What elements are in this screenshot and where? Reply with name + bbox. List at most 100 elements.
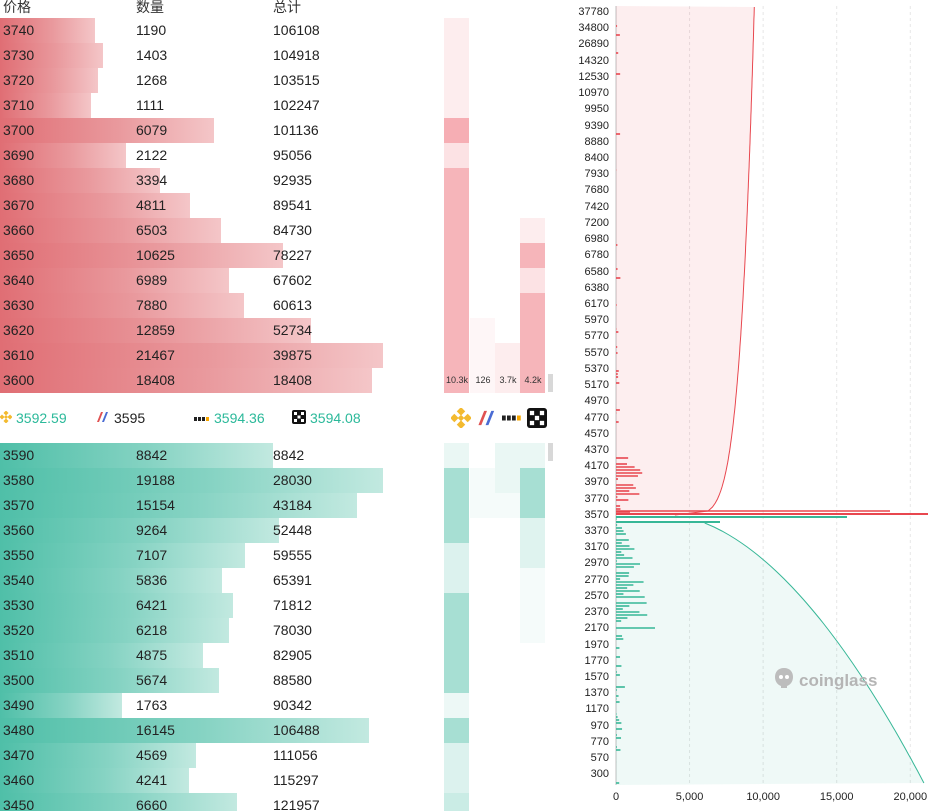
- bid-exchange-share: [444, 643, 469, 668]
- bid-depth-bar: [0, 618, 229, 643]
- y-tick-label: 5170: [584, 379, 609, 392]
- bid-qty: 6218: [136, 622, 168, 638]
- ask-qty: 3394: [136, 172, 168, 188]
- bid-exchange-share: [520, 618, 545, 643]
- ask-row[interactable]: 3620 12859 52734: [0, 318, 555, 343]
- bid-exchange-share: [444, 718, 469, 743]
- bitmex-total: 126: [475, 375, 491, 385]
- ask-row[interactable]: 3630 7880 60613: [0, 293, 555, 318]
- ask-row[interactable]: 3600 18408 18408: [0, 368, 555, 393]
- bybit-icon: [194, 410, 210, 426]
- bid-row[interactable]: 3470 4569 111056: [0, 743, 555, 768]
- bid-exchange-share: [444, 693, 469, 718]
- ask-price: 3640: [3, 272, 35, 288]
- bid-qty: 1763: [136, 697, 168, 713]
- bid-qty: 9264: [136, 522, 168, 538]
- y-tick-label: 6170: [584, 297, 609, 310]
- ticker-okx: 3594.08: [292, 404, 361, 432]
- okx-column-icon[interactable]: [527, 408, 547, 428]
- y-tick-label: 4370: [584, 443, 609, 456]
- order-book: 价格 数量 总计 3740 1190 106108 3730 1403 104918 372…: [0, 0, 555, 811]
- bid-row[interactable]: 3580 19188 28030: [0, 468, 555, 493]
- ask-total: 95056: [273, 147, 312, 163]
- bid-depth-bar: [0, 768, 189, 793]
- y-tick-label: 8880: [584, 135, 609, 148]
- y-tick-label: 1770: [584, 654, 609, 667]
- bitmex-column-icon[interactable]: [477, 408, 497, 428]
- ask-row[interactable]: 3710 1111 102247: [0, 93, 555, 118]
- bid-price: 3530: [3, 597, 35, 613]
- okx-price: 3594.08: [310, 410, 361, 426]
- bid-exchange-share: [444, 668, 469, 693]
- coinglass-logo-icon: [774, 667, 794, 694]
- y-tick-label: 14320: [578, 54, 609, 67]
- ask-row[interactable]: 3700 6079 101136: [0, 118, 555, 143]
- bid-row[interactable]: 3450 6660 121957: [0, 793, 555, 811]
- bid-total: 59555: [273, 547, 312, 563]
- ask-exchange-share: [520, 268, 545, 293]
- ask-qty: 1190: [136, 22, 167, 38]
- bid-price: 3510: [3, 647, 35, 663]
- ask-row[interactable]: 3640 6989 67602: [0, 268, 555, 293]
- bid-total: 28030: [273, 472, 312, 488]
- bid-qty: 15154: [136, 497, 175, 513]
- bid-row[interactable]: 3510 4875 82905: [0, 643, 555, 668]
- ask-depth-bar: [0, 93, 91, 118]
- bid-row[interactable]: 3480 16145 106488: [0, 718, 555, 743]
- bid-row[interactable]: 3550 7107 59555: [0, 543, 555, 568]
- ask-exchange-share: [520, 218, 545, 243]
- x-tick-label: 10,000: [746, 791, 780, 803]
- ask-depth-bar: [0, 218, 221, 243]
- bid-row[interactable]: 3530 6421 71812: [0, 593, 555, 618]
- ask-depth-line: [674, 6, 755, 516]
- y-tick-label: 7200: [584, 216, 609, 229]
- ask-exchange-share: [444, 143, 469, 168]
- ask-price: 3660: [3, 222, 35, 238]
- ask-row[interactable]: 3730 1403 104918: [0, 43, 555, 68]
- bid-price: 3500: [3, 672, 35, 688]
- bid-price: 3550: [3, 547, 35, 563]
- bid-row[interactable]: 3590 8842 8842: [0, 443, 555, 468]
- ask-scrollbar[interactable]: [548, 374, 553, 392]
- ask-row[interactable]: 3690 2122 95056: [0, 143, 555, 168]
- binance-column-icon[interactable]: [450, 407, 472, 429]
- bid-row[interactable]: 3460 4241 115297: [0, 768, 555, 793]
- bid-scrollbar[interactable]: [548, 443, 553, 461]
- ask-price: 3600: [3, 372, 35, 388]
- ask-exchange-share: [444, 118, 469, 143]
- ask-row[interactable]: 3720 1268 103515: [0, 68, 555, 93]
- ask-depth-bar: [0, 243, 283, 268]
- bid-row[interactable]: 3500 5674 88580: [0, 668, 555, 693]
- ask-total: 84730: [273, 222, 312, 238]
- ask-row[interactable]: 3670 4811 89541: [0, 193, 555, 218]
- bid-qty: 6660: [136, 797, 168, 811]
- bid-depth-bar: [0, 443, 273, 468]
- bid-row[interactable]: 3560 9264 52448: [0, 518, 555, 543]
- bid-exchange-share: [520, 568, 545, 593]
- bybit-column-icon[interactable]: [502, 408, 522, 428]
- ask-row[interactable]: 3740 1190 106108: [0, 18, 555, 43]
- ask-exchange-share: [470, 343, 495, 368]
- y-tick-label: 7930: [584, 168, 609, 181]
- bid-row[interactable]: 3490 1763 90342: [0, 693, 555, 718]
- y-tick-label: 970: [590, 719, 609, 732]
- bid-row[interactable]: 3520 6218 78030: [0, 618, 555, 643]
- y-tick-label: 26890: [578, 38, 609, 51]
- y-tick-label: 7680: [584, 184, 609, 197]
- bid-row[interactable]: 3540 5836 65391: [0, 568, 555, 593]
- ask-exchange-share: [444, 243, 469, 268]
- ask-depth-bar: [0, 343, 383, 368]
- ask-row[interactable]: 3650 10625 78227: [0, 243, 555, 268]
- bid-row[interactable]: 3570 15154 43184: [0, 493, 555, 518]
- ask-depth-bar: [0, 168, 160, 193]
- ask-depth-area: [616, 6, 755, 515]
- y-tick-label: 37780: [578, 6, 609, 18]
- bid-depth-bar: [0, 568, 222, 593]
- ask-qty: 6503: [136, 222, 168, 238]
- ask-row[interactable]: 3610 21467 39875: [0, 343, 555, 368]
- ask-row[interactable]: 3680 3394 92935: [0, 168, 555, 193]
- bid-exchange-share: [520, 518, 545, 543]
- ask-row[interactable]: 3660 6503 84730: [0, 218, 555, 243]
- okx-icon: [292, 409, 306, 427]
- y-tick-label: 2770: [584, 573, 609, 586]
